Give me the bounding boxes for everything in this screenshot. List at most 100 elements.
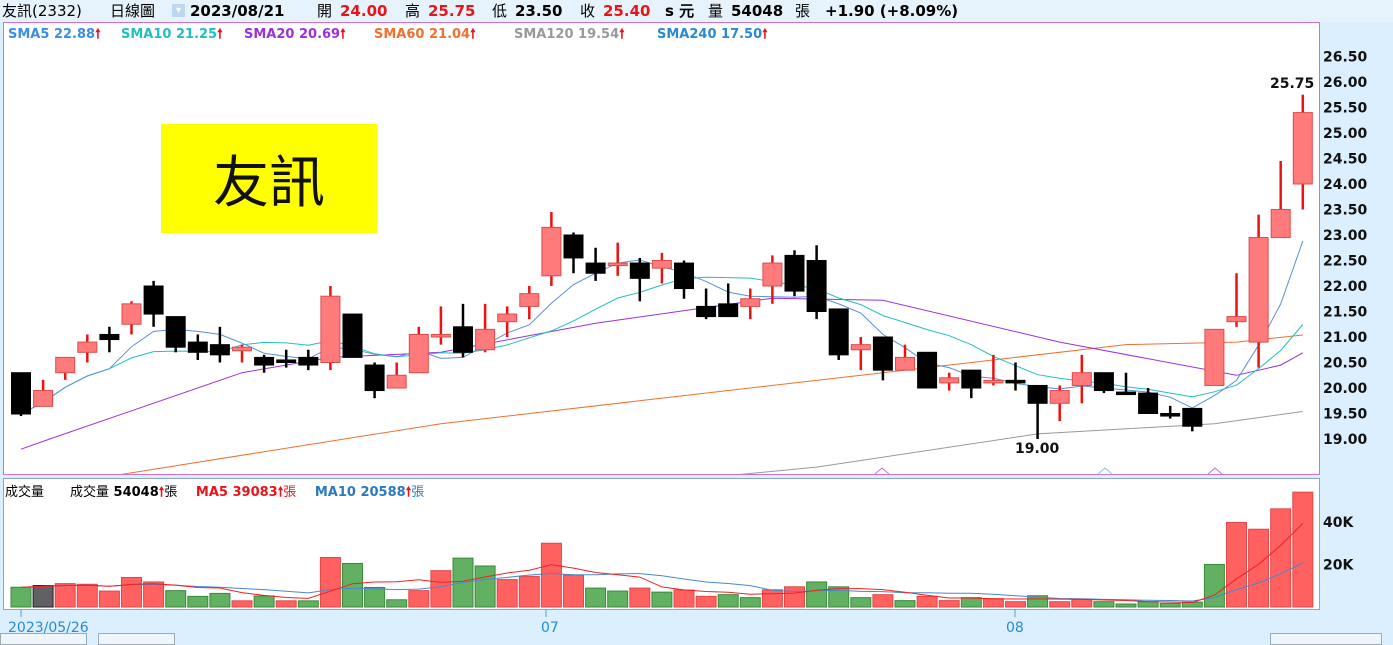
legend-label: SMA60 <box>374 27 425 42</box>
candle-down <box>1027 384 1048 404</box>
bottom-control[interactable] <box>98 633 175 645</box>
candle-up <box>762 262 783 287</box>
price-tick-label: 23.50 <box>1323 203 1368 219</box>
volume-pane-title: 成交量 <box>5 485 45 500</box>
candle-down <box>718 303 739 318</box>
volume-bar <box>364 586 386 608</box>
candle-up <box>77 341 98 353</box>
volume-bar <box>1093 601 1115 608</box>
legend-value: 21.04 <box>428 27 471 42</box>
up-arrow-icon: 🠕 <box>340 27 346 42</box>
candle-down <box>1182 407 1203 427</box>
legend-value: 21.25 <box>175 27 218 42</box>
volume-bar <box>761 589 783 608</box>
legend-label: SMA240 <box>657 27 717 42</box>
legend-sma120: SMA120 19.54🠕 <box>514 25 625 47</box>
legend-label: SMA20 <box>244 27 295 42</box>
legend-sma60: SMA60 21.04🠕 <box>374 25 476 47</box>
ma5-unit: 張 <box>283 485 297 500</box>
price-pane[interactable] <box>3 22 1320 475</box>
volume-bar <box>253 595 275 608</box>
candle-down <box>209 344 230 356</box>
vol-label: 成交量 <box>70 485 110 500</box>
candle-down <box>364 364 385 392</box>
volume-bar <box>143 581 165 608</box>
volume-bar <box>982 598 1004 608</box>
bottom-scroll-control[interactable] <box>1270 633 1382 645</box>
legend-sma5: SMA5 22.88🠕 <box>8 25 101 47</box>
volume-bar <box>607 590 629 608</box>
sma120-line <box>739 411 1303 474</box>
volume-bar <box>342 562 363 608</box>
volume-bar <box>1071 598 1093 608</box>
candle-down <box>342 313 363 358</box>
candle-down <box>961 369 982 389</box>
candle-up <box>939 377 960 384</box>
candle-down <box>1116 391 1136 396</box>
candle-up <box>1270 209 1291 239</box>
volume-bar <box>386 599 408 608</box>
candle-up <box>55 356 76 374</box>
period-dropdown-icon[interactable]: ▾ <box>172 4 185 17</box>
candle-down <box>1093 372 1114 392</box>
volume-bar <box>76 583 98 608</box>
candle-up <box>740 298 761 307</box>
candle-down <box>629 262 650 279</box>
candle-down <box>872 336 893 371</box>
volume-bar <box>717 594 739 608</box>
volume-tick-label: 40K <box>1323 515 1354 531</box>
bottom-control[interactable] <box>0 633 87 645</box>
candle-down <box>11 372 31 415</box>
ma5-label: MA5 <box>195 485 228 500</box>
candle-down <box>254 356 275 366</box>
volume-bar <box>1203 564 1225 608</box>
volume-bar <box>165 590 187 608</box>
volume-unit: 張 <box>795 2 811 20</box>
candle-down <box>99 333 120 341</box>
volume-bar <box>10 586 32 608</box>
candle-down <box>276 359 297 364</box>
volume-bar <box>739 597 761 608</box>
volume-tick-label: 20K <box>1323 558 1354 574</box>
up-arrow-icon: 🠕 <box>217 27 223 42</box>
high-label: 高 <box>405 2 421 20</box>
price-tick-label: 20.50 <box>1323 356 1368 372</box>
volume-bar <box>1049 601 1071 608</box>
candle-down <box>828 308 849 356</box>
legend-sma10: SMA10 21.25🠕 <box>121 25 223 47</box>
stock-name-banner: 友訊 <box>161 124 377 233</box>
volume-bar <box>894 600 916 608</box>
volume-pane[interactable] <box>3 478 1320 610</box>
chart-header: 友訊(2332) 日線圖 ▾ 2023/08/21 開 24.00 高 25.7… <box>0 0 1393 22</box>
candle-down <box>165 316 186 348</box>
volume-bar <box>695 595 717 608</box>
legend-label: SMA10 <box>121 27 172 42</box>
volume-bar <box>1027 595 1049 608</box>
up-arrow-icon: 🠕 <box>95 27 101 42</box>
open-label: 開 <box>317 2 333 20</box>
max-price-label: 25.75 <box>1270 76 1314 92</box>
candle-up <box>895 356 915 371</box>
candle-up <box>1292 112 1313 185</box>
event-marker-icon <box>874 467 890 475</box>
volume-bar <box>209 592 231 608</box>
up-arrow-icon: 🠕 <box>470 27 476 42</box>
volume-bar <box>850 597 872 608</box>
candle-up <box>607 262 628 267</box>
candle-up <box>386 374 407 389</box>
volume-bar <box>540 542 562 608</box>
volume-bar <box>98 590 120 608</box>
date-label-start: 2023/05/26 <box>8 620 89 636</box>
volume-bar <box>872 594 894 608</box>
volume-bar <box>1226 521 1247 608</box>
volume-bar <box>1292 491 1314 608</box>
volume-label: 量 <box>708 2 724 20</box>
candle-up <box>430 333 451 338</box>
date-label-jul: 07 <box>541 620 559 636</box>
candle-down <box>1005 379 1026 384</box>
candle-up <box>651 260 672 269</box>
up-arrow-icon: 🠕 <box>619 27 625 42</box>
price-tick-label: 21.50 <box>1323 305 1368 321</box>
low-value: 23.50 <box>515 2 563 20</box>
legend-value: 17.50 <box>721 27 763 42</box>
